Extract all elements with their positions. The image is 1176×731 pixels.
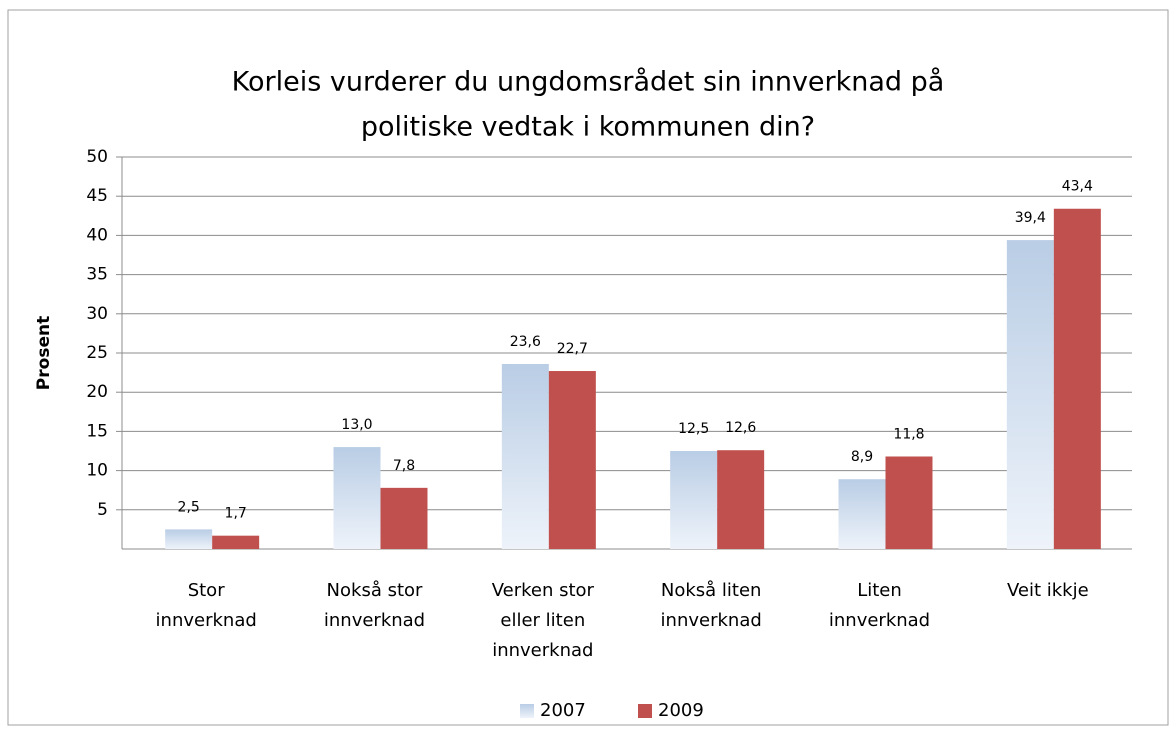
chart-frame — [7, 9, 1169, 726]
legend-label: 2007 — [540, 700, 586, 721]
bar — [165, 529, 213, 549]
legend-swatch — [520, 704, 534, 718]
chart-title: politiske vedtak i kommunen din? — [361, 112, 815, 143]
bar — [885, 456, 933, 549]
bar — [670, 451, 718, 549]
bar — [548, 371, 596, 549]
bar — [380, 487, 428, 549]
legend-swatch — [638, 704, 652, 718]
x-tick-label: Verken stor eller liten innverknad — [492, 580, 595, 661]
value-label: 23,6 — [510, 334, 541, 350]
y-tick-label: 50 — [86, 147, 108, 167]
value-label: 13,0 — [341, 417, 372, 433]
value-label: 22,7 — [557, 341, 588, 357]
x-tick-label: Nokså liten innverknad — [661, 580, 762, 631]
value-label: 12,5 — [678, 421, 709, 437]
y-tick-label: 30 — [86, 304, 108, 324]
y-tick-label: 45 — [86, 186, 108, 206]
x-tick-label: Nokså stor innverknad — [324, 580, 425, 631]
bar — [333, 447, 381, 549]
y-tick-label: 5 — [97, 500, 108, 520]
y-tick-label: 10 — [86, 461, 108, 481]
value-label: 2,5 — [178, 499, 200, 515]
y-tick-label: 35 — [86, 265, 108, 285]
chart-title: Korleis vurderer du ungdomsrådet sin inn… — [232, 67, 945, 98]
bar — [1053, 208, 1101, 549]
bar — [1006, 240, 1054, 549]
value-label: 1,7 — [225, 506, 247, 522]
bar — [501, 363, 549, 549]
y-axis-label: Prosent — [34, 316, 54, 390]
y-tick-label: 15 — [86, 421, 108, 441]
y-tick-label: 25 — [86, 343, 108, 363]
y-tick-label: 40 — [86, 225, 108, 245]
value-label: 43,4 — [1062, 179, 1093, 195]
x-tick-label: Stor innverknad — [156, 580, 257, 631]
value-label: 8,9 — [851, 449, 873, 465]
value-label: 12,6 — [725, 420, 756, 436]
value-label: 11,8 — [893, 426, 924, 442]
bar — [838, 479, 886, 549]
x-tick-label: Veit ikkje — [1007, 580, 1089, 601]
bar — [212, 535, 260, 549]
x-tick-label: Liten innverknad — [829, 580, 930, 631]
value-label: 7,8 — [393, 458, 415, 474]
value-label: 39,4 — [1015, 210, 1046, 226]
bar — [717, 450, 765, 549]
legend-label: 2009 — [658, 700, 704, 721]
y-tick-label: 20 — [86, 382, 108, 402]
